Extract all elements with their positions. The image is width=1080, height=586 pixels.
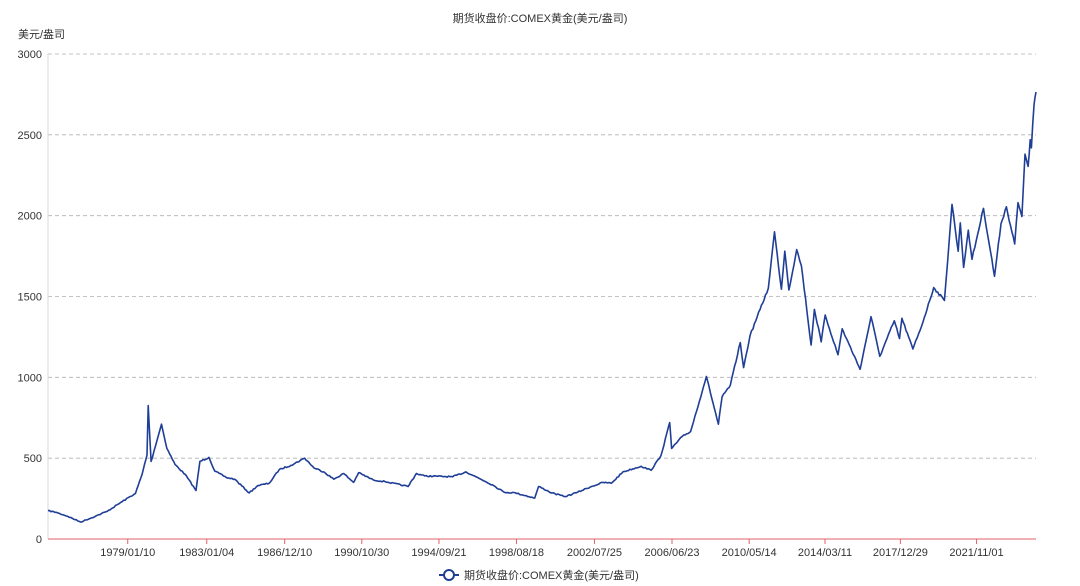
x-tick-label: 2006/06/23 [644, 547, 699, 559]
chart-title: 期货收盘价:COMEX黄金(美元/盎司) [453, 11, 628, 25]
x-tick-label: 1998/08/18 [489, 547, 544, 559]
x-tick-label: 1983/01/04 [179, 547, 234, 559]
legend[interactable]: 期货收盘价:COMEX黄金(美元/盎司) [439, 568, 639, 582]
x-tick-label: 1986/12/10 [257, 547, 312, 559]
series-line [47, 91, 1037, 523]
y-axis-unit: 美元/盎司 [18, 27, 65, 41]
legend-label: 期货收盘价:COMEX黄金(美元/盎司) [464, 568, 639, 582]
y-tick-label: 0 [36, 534, 42, 546]
y-tick-label: 1500 [18, 292, 42, 304]
y-tick-label: 500 [24, 453, 42, 465]
x-tick-label: 2021/11/01 [949, 547, 1003, 559]
grid-lines [48, 53, 1036, 459]
x-axis-ticks: 1979/01/10 1983/01/04 1986/12/10 1990/10/30… [100, 539, 1004, 559]
x-tick-label: 2002/07/25 [567, 547, 622, 559]
y-axis-ticks: 0 500 1000 1500 2000 2500 3000 [18, 49, 42, 546]
x-tick-label: 2014/03/11 [798, 547, 852, 559]
x-tick-label: 2010/05/14 [722, 547, 777, 559]
y-tick-label: 1000 [18, 372, 42, 384]
y-tick-label: 2500 [18, 130, 42, 142]
x-tick-label: 1994/09/21 [411, 547, 466, 559]
x-tick-label: 1990/10/30 [334, 547, 389, 559]
x-tick-label: 2017/12/29 [873, 547, 928, 559]
x-tick-label: 1979/01/10 [100, 547, 155, 559]
y-tick-label: 3000 [18, 49, 42, 61]
legend-marker-icon [443, 569, 455, 581]
y-tick-label: 2000 [18, 211, 42, 223]
